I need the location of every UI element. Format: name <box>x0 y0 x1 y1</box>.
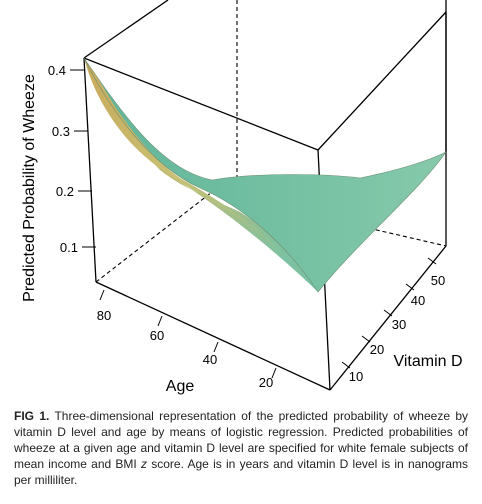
vitd-tick-20 <box>361 335 371 343</box>
cube-top-right-front <box>317 11 447 151</box>
vitd-tick-label-30: 30 <box>392 317 406 332</box>
age-axis-title: Age <box>166 378 195 395</box>
age-tick-80 <box>99 289 105 301</box>
caption-label: FIG 1. <box>14 409 50 423</box>
cube-bottom-front-edge <box>95 281 331 391</box>
caption-text-2: score. Age is in years and vitamin D lev… <box>14 457 468 487</box>
figure-caption: FIG 1. Three-dimensional representation … <box>14 408 468 488</box>
vitd-tick-label-20: 20 <box>370 342 384 357</box>
vitd-tick-30 <box>383 309 393 317</box>
vitd-tick-label-10: 10 <box>349 369 363 384</box>
probability-surface <box>83 57 447 293</box>
z-tick-label-0.1: 0.1 <box>60 240 78 255</box>
vitd-tick-10 <box>341 361 351 369</box>
z-tick-label-0.4: 0.4 <box>48 63 66 78</box>
vitd-tick-label-50: 50 <box>431 273 445 288</box>
age-tick-label-40: 40 <box>203 352 217 367</box>
vitd-tick-50 <box>427 257 437 265</box>
z-tick-label-0.3: 0.3 <box>52 124 70 139</box>
age-tick-40 <box>213 341 219 353</box>
vitamin-d-axis-title: Vitamin D <box>393 353 462 370</box>
surface-back-region <box>84 58 446 292</box>
cube-top-left-edge <box>83 0 169 59</box>
vitd-tick-40 <box>405 283 415 291</box>
cube-top-front-edge <box>83 57 319 151</box>
surface-front-region <box>84 58 318 292</box>
surface-plot: 0.4 0.3 0.2 0.1 Predicted Probability of… <box>21 0 463 395</box>
hidden-bottom-left <box>95 191 213 283</box>
vitd-tick-label-40: 40 <box>411 293 425 308</box>
age-axis <box>99 289 277 379</box>
age-tick-label-20: 20 <box>259 375 273 390</box>
cube-front-left-vertical <box>83 57 97 283</box>
age-tick-label-60: 60 <box>150 328 164 343</box>
caption-text-1: Three-dimensional representation of the … <box>14 409 468 471</box>
z-axis-title: Predicted Probability of Wheeze <box>21 74 38 302</box>
age-tick-20 <box>271 367 277 379</box>
z-tick-label-0.2: 0.2 <box>56 184 74 199</box>
z-axis <box>70 69 96 248</box>
age-tick-60 <box>157 315 163 327</box>
age-tick-label-80: 80 <box>97 308 111 323</box>
caption-italic: z <box>141 457 148 471</box>
cube-bottom-right-edge <box>329 245 447 391</box>
surface-outline <box>83 57 447 293</box>
vitamin-d-axis <box>341 257 437 369</box>
